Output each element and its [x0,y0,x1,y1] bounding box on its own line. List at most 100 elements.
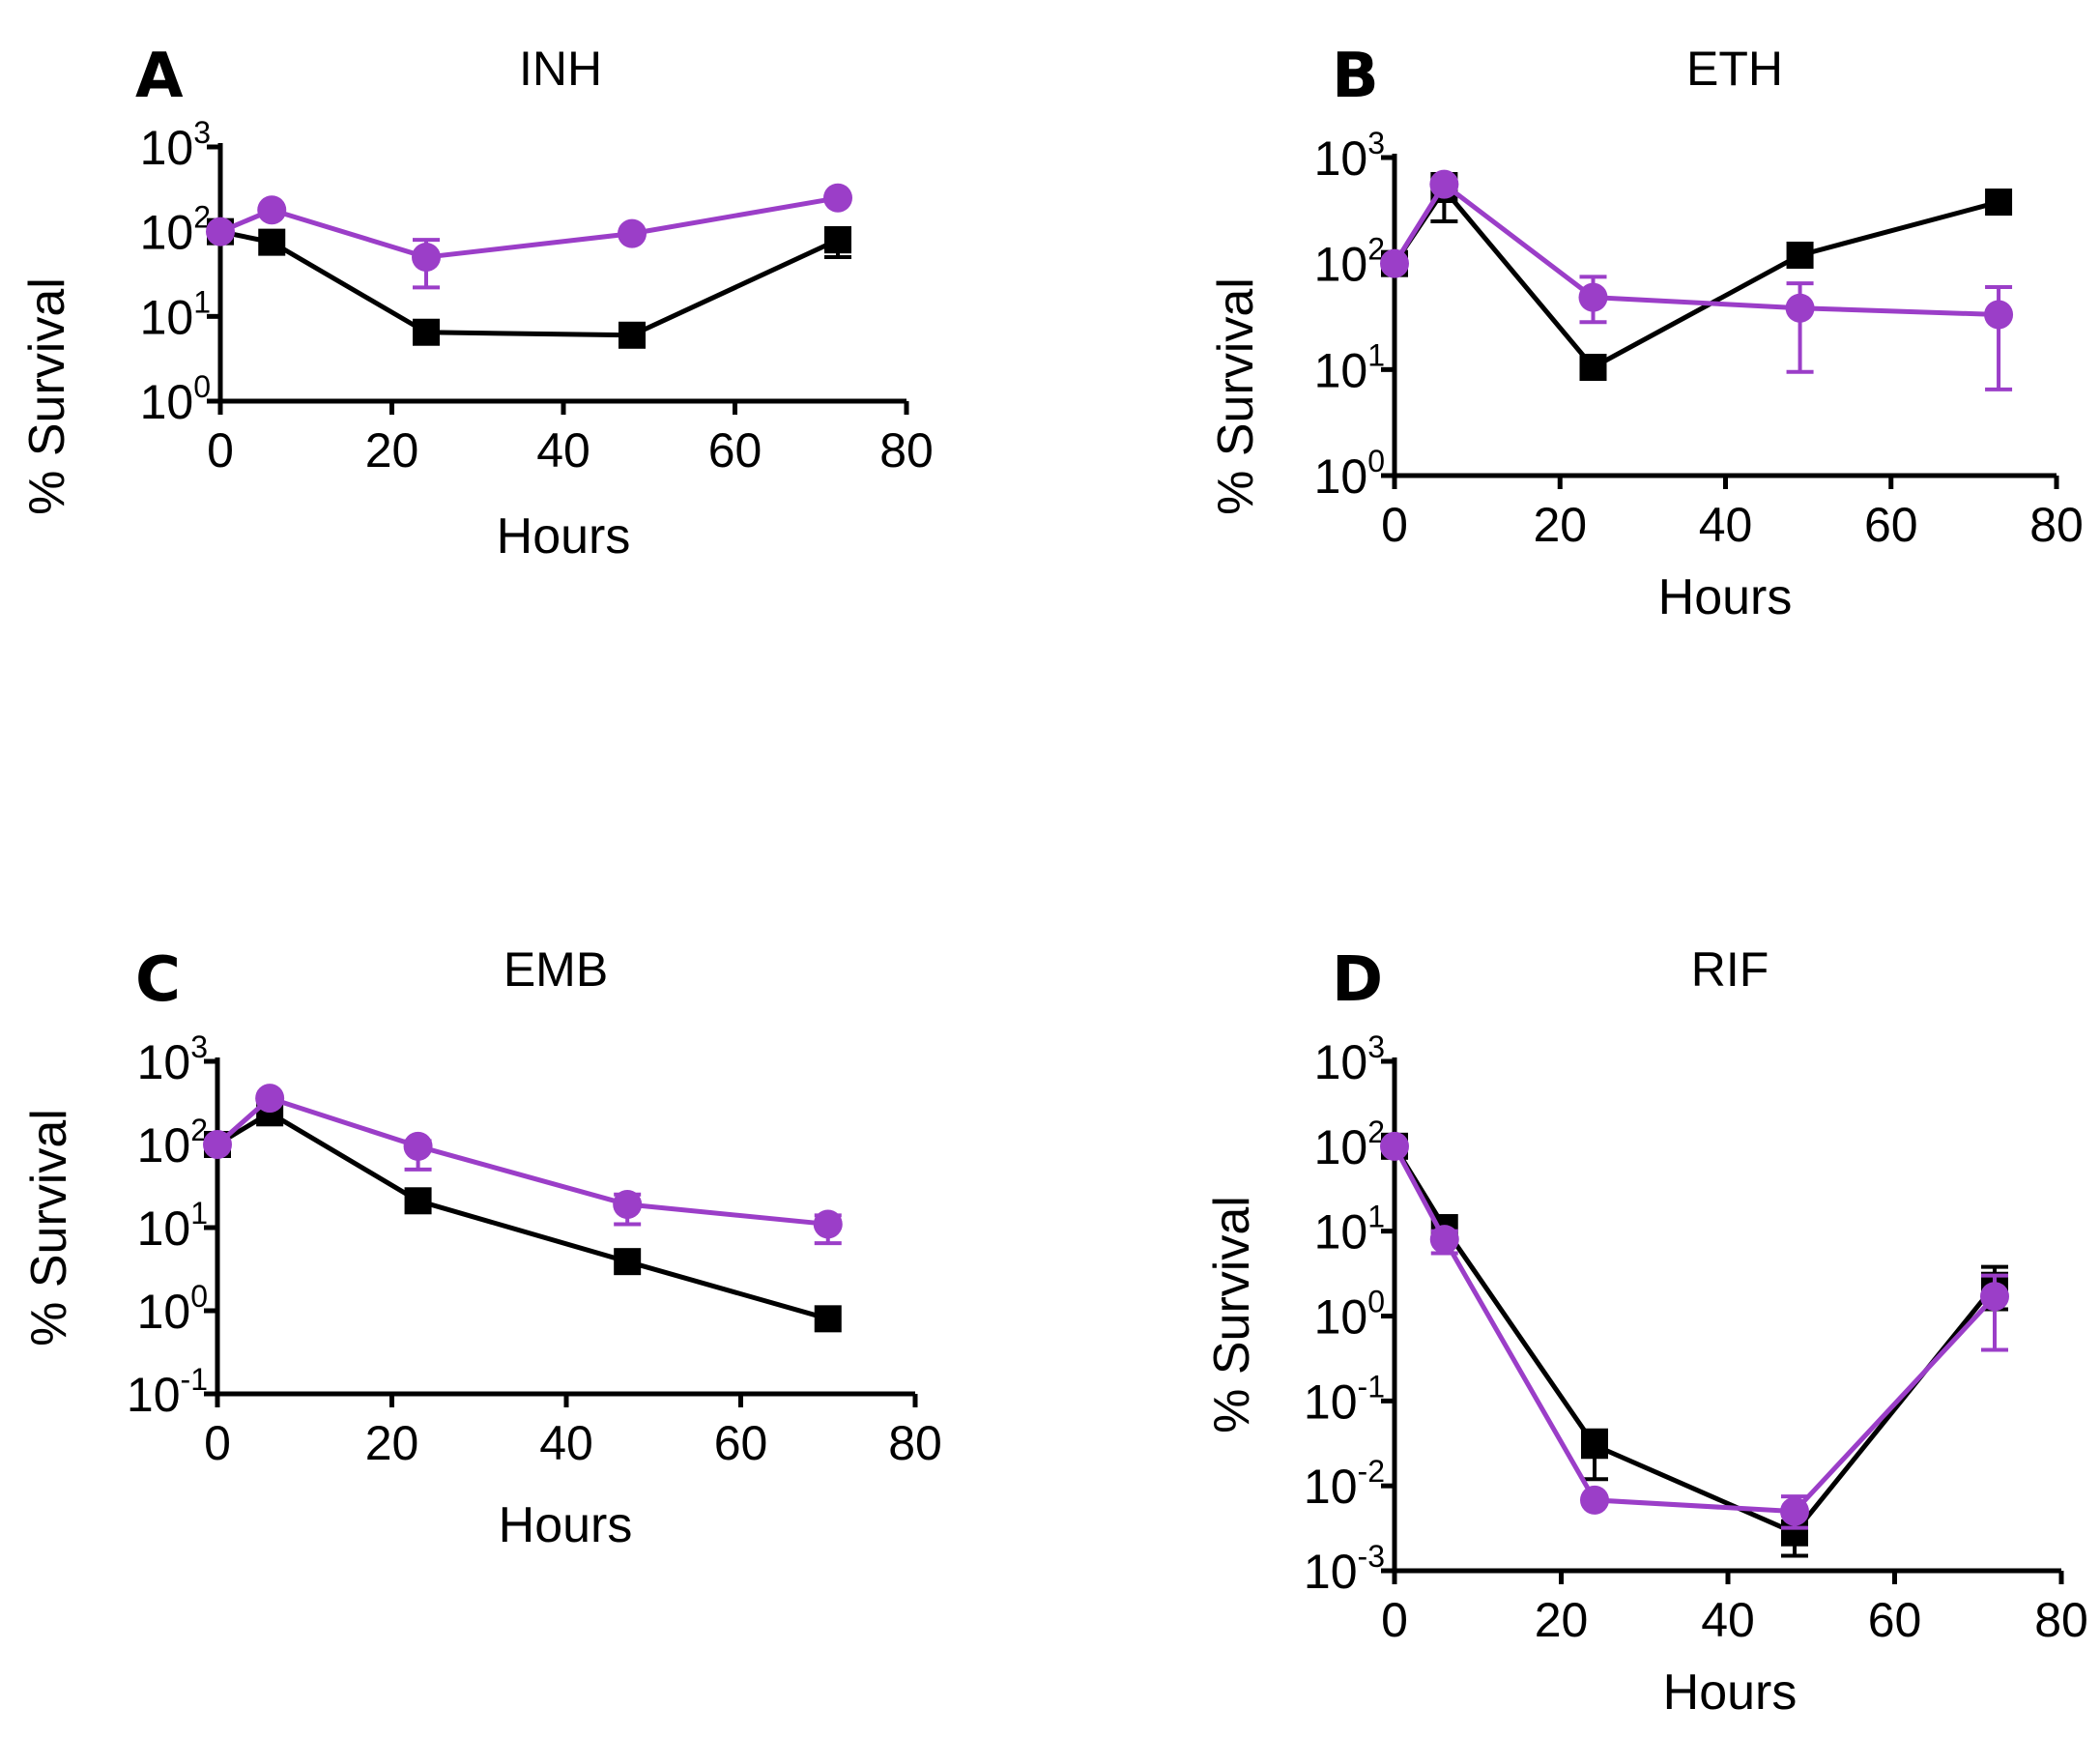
panel-letter: B [1332,41,1379,112]
x-axis-label: Hours [499,1497,633,1553]
x-tick-label: 80 [2029,498,2084,552]
y-tick-label: 101 [140,284,211,344]
x-tick-label: 40 [539,1416,593,1470]
y-tick-label: 100 [137,1279,208,1339]
y-tick-base: 10 [1304,1460,1358,1514]
data-point-square [258,228,286,256]
y-tick-label: 102 [1314,232,1385,292]
y-axis-label: % Survival [21,1109,77,1346]
data-point-square [413,318,440,346]
y-tick-base: 10 [137,1201,191,1256]
y-tick-exponent: 2 [1367,232,1385,267]
y-tick-exponent: 2 [193,200,211,235]
data-point-circle [203,1130,232,1159]
panel-letter: C [135,944,181,1016]
panel-letter: D [1332,944,1383,1016]
x-tick-label: 0 [1381,498,1408,552]
y-tick-base: 10 [127,1368,181,1422]
y-tick-exponent: 0 [1367,444,1385,478]
y-tick-exponent: -3 [1358,1539,1385,1574]
y-tick-base: 10 [1314,1205,1368,1259]
x-axis-label: Hours [1658,569,1793,625]
x-tick-label: 20 [1535,1593,1589,1647]
x-tick-label: 80 [879,423,934,478]
data-point-circle [1785,293,1815,323]
data-point-square [1579,354,1607,382]
data-point-square [1786,241,1814,269]
y-tick-base: 10 [140,121,194,175]
series-purple-circles [206,183,852,290]
series-line [1392,1144,1997,1515]
series-purple-circles [203,1084,843,1246]
data-point-circle [823,183,852,213]
data-point-square [614,1248,642,1276]
y-tick-base: 10 [1304,1375,1358,1429]
y-tick-base: 10 [1314,238,1368,292]
series-black-squares [1381,171,2013,382]
data-point-circle [1580,1485,1609,1515]
y-tick-exponent: 2 [1367,1115,1385,1149]
y-tick-label: 103 [140,115,211,175]
x-tick-label: 0 [1381,1593,1408,1647]
x-tick-label: 60 [708,423,762,478]
y-tick-label: 102 [137,1113,208,1172]
y-tick-label: 103 [137,1029,208,1089]
series-line [219,195,839,260]
y-tick-label: 10-3 [1304,1539,1385,1599]
y-tick-exponent: -1 [1358,1369,1385,1404]
data-point-square [1985,188,2013,217]
y-tick-label: 10-2 [1304,1454,1385,1514]
series-purple-circles [1380,169,2014,391]
y-tick-label: 101 [1314,337,1385,397]
panel-title: EMB [503,942,608,997]
x-tick-label: 20 [365,423,419,478]
data-point-circle [1380,248,1409,278]
y-axis-label: % Survival [1204,1196,1260,1433]
data-point-circle [257,195,287,225]
data-point-circle [618,218,647,248]
y-tick-label: 102 [140,200,211,260]
y-tick-exponent: 3 [193,115,211,150]
y-tick-exponent: -2 [1358,1454,1385,1489]
x-tick-label: 40 [1699,498,1753,552]
x-axis-label: Hours [497,508,631,565]
y-tick-exponent: 3 [1367,1029,1385,1064]
y-axis-label: % Survival [1208,277,1264,515]
y-tick-base: 10 [1314,1120,1368,1174]
data-point-circle [1429,169,1459,199]
data-point-circle [1984,300,2014,330]
x-tick-label: 40 [1701,1593,1755,1647]
x-tick-label: 0 [204,1416,231,1470]
data-point-circle [412,243,441,273]
y-tick-base: 10 [1314,131,1368,186]
y-tick-exponent: 0 [190,1279,208,1314]
y-tick-label: 103 [1314,1029,1385,1089]
y-tick-base: 10 [1304,1545,1358,1599]
data-point-circle [1380,1131,1409,1161]
y-tick-exponent: 0 [1367,1285,1385,1319]
panel-title: ETH [1686,42,1783,96]
series-line [216,1095,828,1227]
x-tick-label: 80 [888,1416,942,1470]
x-axis-label: Hours [1663,1665,1798,1721]
y-tick-base: 10 [137,1285,191,1339]
y-tick-label: 101 [1314,1200,1385,1259]
data-point-circle [403,1131,433,1161]
y-tick-base: 10 [137,1035,191,1089]
data-point-square [824,226,851,254]
data-point-circle [1980,1282,2009,1312]
y-tick-base: 10 [140,375,194,429]
x-tick-label: 0 [207,423,234,478]
x-tick-label: 60 [714,1416,768,1470]
panel-letter: A [135,41,184,112]
y-tick-base: 10 [140,206,194,260]
y-tick-base: 10 [1314,343,1368,397]
y-tick-label: 102 [1314,1115,1385,1174]
y-tick-base: 10 [137,1118,191,1172]
x-tick-label: 40 [536,423,590,478]
data-point-circle [1578,282,1608,312]
panel-title: INH [519,42,602,96]
y-tick-base: 10 [1314,1035,1368,1089]
